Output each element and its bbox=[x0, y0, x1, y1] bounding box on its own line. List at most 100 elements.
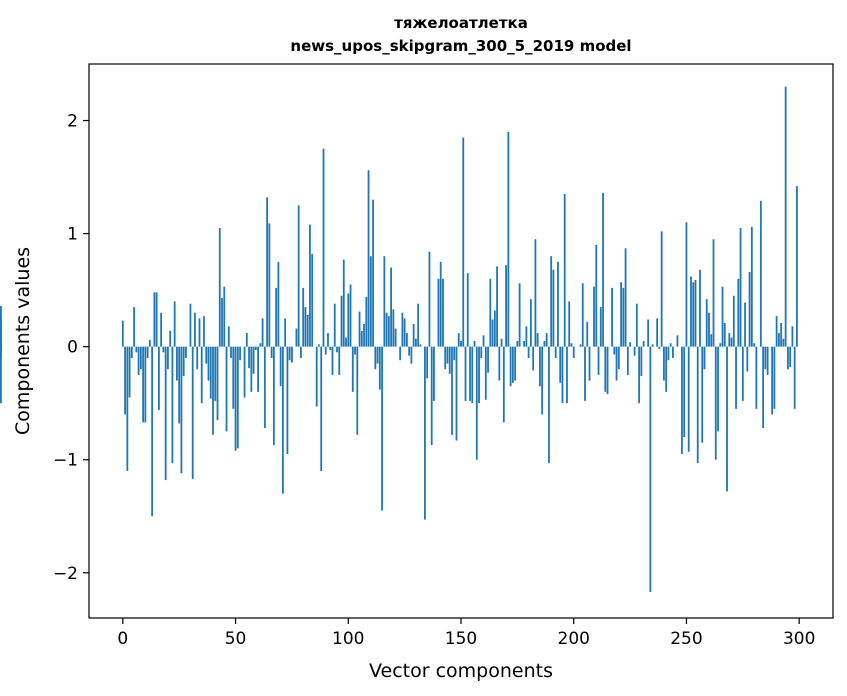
bar-220 bbox=[617, 346, 620, 370]
bar-175 bbox=[516, 341, 519, 347]
bar-168 bbox=[500, 338, 503, 347]
x-tick-label: 250 bbox=[670, 629, 702, 649]
bar-81 bbox=[304, 307, 307, 347]
bar-12 bbox=[148, 339, 151, 347]
bar-223 bbox=[624, 248, 627, 347]
bar-82 bbox=[306, 315, 309, 347]
bar-250 bbox=[685, 222, 688, 347]
x-axis: 0 50 100 150 200 250 300 bbox=[117, 618, 815, 649]
bar-169 bbox=[502, 346, 505, 423]
bar-235 bbox=[651, 344, 654, 347]
bar-92 bbox=[329, 346, 332, 351]
bar-39 bbox=[209, 346, 212, 399]
bar-252 bbox=[690, 276, 692, 347]
bar-59 bbox=[254, 346, 257, 351]
bar-172 bbox=[509, 346, 512, 387]
bar-105 bbox=[358, 311, 361, 347]
bar-61 bbox=[259, 343, 262, 347]
bar-42 bbox=[216, 346, 219, 421]
bar-296 bbox=[789, 346, 792, 367]
bar-217 bbox=[611, 287, 613, 347]
bar-124 bbox=[401, 312, 404, 347]
bar-171 bbox=[507, 131, 510, 347]
bar-209 bbox=[593, 286, 595, 347]
bar-43 bbox=[218, 227, 221, 347]
bar-158 bbox=[478, 346, 480, 404]
bar-58 bbox=[252, 346, 255, 374]
x-tick-label: 300 bbox=[783, 629, 815, 649]
bar-undefined bbox=[0, 346, 2, 358]
bar-91 bbox=[327, 333, 329, 347]
bar-103 bbox=[354, 346, 356, 355]
bar-150 bbox=[460, 341, 462, 347]
bar-136 bbox=[428, 251, 431, 347]
bar-109 bbox=[367, 170, 370, 347]
bar-192 bbox=[554, 346, 557, 358]
bar-200 bbox=[572, 346, 575, 358]
bar-149 bbox=[457, 333, 460, 347]
bar-111 bbox=[372, 199, 374, 347]
bar-26 bbox=[180, 346, 183, 474]
bar-289 bbox=[773, 346, 776, 409]
bar-95 bbox=[336, 346, 338, 353]
bar-63 bbox=[263, 346, 266, 429]
bar-230 bbox=[640, 346, 643, 377]
bar-151 bbox=[462, 137, 465, 347]
bar-293 bbox=[782, 338, 785, 347]
bar-11 bbox=[146, 346, 149, 358]
bar-113 bbox=[376, 346, 379, 364]
bar-248 bbox=[681, 346, 683, 455]
bar-107 bbox=[363, 324, 365, 347]
bar-108 bbox=[365, 296, 368, 347]
bar-127 bbox=[408, 346, 411, 356]
chart-subtitle: news_upos_skipgram_300_5_2019 model bbox=[290, 37, 631, 55]
bar-117 bbox=[385, 312, 388, 347]
bar-142 bbox=[442, 278, 444, 347]
bar-46 bbox=[225, 346, 228, 432]
bar-227 bbox=[633, 346, 636, 356]
bar-64 bbox=[266, 197, 269, 347]
bar-87 bbox=[318, 344, 320, 347]
bar-34 bbox=[198, 318, 201, 347]
bar-256 bbox=[699, 269, 701, 347]
bar-195 bbox=[561, 346, 564, 404]
bar-131 bbox=[417, 303, 420, 347]
bar-79 bbox=[300, 346, 302, 358]
bar-198 bbox=[568, 301, 571, 347]
bar-27 bbox=[182, 346, 185, 377]
bar-251 bbox=[687, 346, 690, 452]
bar-194 bbox=[559, 346, 562, 383]
bar-84 bbox=[311, 253, 314, 347]
bar-263 bbox=[714, 346, 717, 460]
bar-255 bbox=[696, 346, 699, 464]
bar-278 bbox=[748, 272, 751, 347]
bar-210 bbox=[595, 244, 598, 347]
bar-48 bbox=[230, 346, 232, 358]
bar-272 bbox=[735, 346, 737, 409]
bar-176 bbox=[518, 283, 521, 347]
bar-298 bbox=[793, 346, 796, 409]
bar-3 bbox=[128, 346, 131, 398]
bar-74 bbox=[288, 346, 291, 361]
bar-159 bbox=[480, 346, 483, 358]
bar-98 bbox=[342, 259, 345, 347]
bar-212 bbox=[599, 307, 602, 347]
bar-167 bbox=[498, 346, 501, 381]
bar-215 bbox=[606, 346, 609, 395]
bar-25 bbox=[178, 346, 181, 424]
bar-83 bbox=[309, 224, 311, 347]
bar-179 bbox=[525, 326, 528, 347]
bar-undefined bbox=[0, 346, 2, 404]
bar-280 bbox=[753, 343, 755, 347]
bar-21 bbox=[169, 330, 172, 347]
bar-225 bbox=[629, 342, 631, 347]
bar-162 bbox=[487, 346, 489, 373]
bar-211 bbox=[597, 346, 600, 375]
bar-266 bbox=[721, 286, 724, 347]
bar-157 bbox=[475, 346, 478, 460]
bar-126 bbox=[405, 333, 408, 347]
bar-206 bbox=[586, 321, 589, 347]
bar-24 bbox=[176, 346, 178, 381]
bar-229 bbox=[638, 346, 641, 404]
